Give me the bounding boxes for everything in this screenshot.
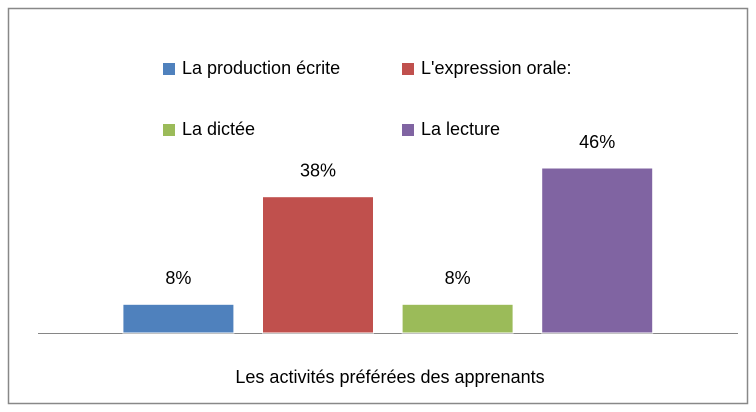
legend-swatch (402, 124, 414, 136)
data-label: 38% (300, 160, 336, 180)
data-label: 46% (579, 132, 615, 152)
legend-swatch (163, 124, 175, 136)
bar (541, 167, 654, 334)
legend-label: L'expression orale: (421, 58, 572, 78)
legend-swatch (402, 63, 414, 75)
bar (262, 196, 374, 334)
bar (122, 303, 235, 334)
data-label: 8% (445, 268, 471, 288)
legend-label: La dictée (182, 119, 255, 139)
data-label: 8% (165, 268, 191, 288)
legend-swatch (163, 63, 175, 75)
legend-label: La lecture (421, 119, 500, 139)
bar (401, 303, 514, 334)
x-axis-label: Les activités préférées des apprenants (235, 367, 544, 387)
legend-label: La production écrite (182, 58, 340, 78)
